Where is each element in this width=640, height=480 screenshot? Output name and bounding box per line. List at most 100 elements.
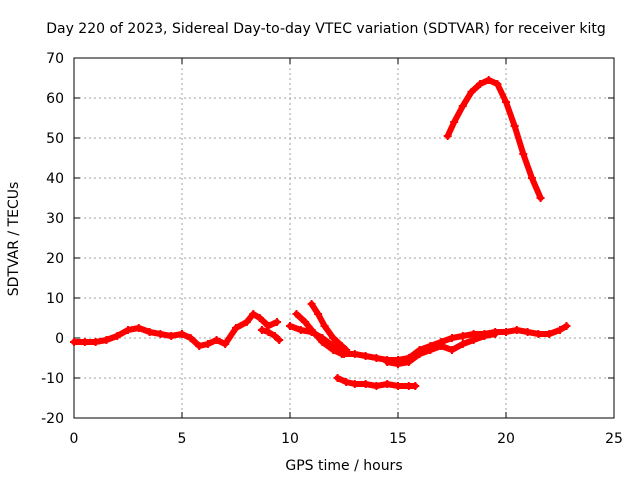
data-point [469, 336, 478, 344]
x-tick-label: 20 [497, 431, 515, 447]
data-point [372, 382, 381, 390]
data-point [270, 332, 279, 340]
data-point [502, 98, 510, 106]
data-point [443, 132, 452, 140]
data-point [437, 342, 446, 350]
data-point [493, 80, 502, 88]
y-tick-label: 20 [46, 251, 64, 267]
data-point [536, 194, 545, 202]
data-point [342, 346, 351, 354]
data-point [102, 336, 111, 344]
data-point [448, 334, 456, 342]
data-point [534, 330, 543, 338]
data-point [145, 328, 154, 336]
data-point [264, 328, 273, 336]
x-tick-label: 25 [605, 431, 623, 447]
data-point [350, 380, 359, 388]
data-points [70, 76, 571, 390]
y-tick-label: 70 [46, 51, 64, 67]
data-point [70, 338, 78, 346]
data-point [337, 342, 346, 350]
data-point [458, 340, 467, 348]
x-tick-label: 5 [178, 431, 187, 447]
data-point [275, 336, 284, 344]
y-tick-label: -10 [41, 371, 64, 387]
data-point [232, 324, 240, 332]
data-point [296, 326, 305, 334]
y-tick-label: 0 [55, 331, 64, 347]
data-point [286, 322, 294, 330]
data-point [467, 88, 476, 96]
data-point [273, 318, 282, 326]
data-point [314, 310, 323, 318]
data-point [404, 358, 413, 366]
series-track-h-trace [444, 77, 544, 201]
data-point [221, 340, 230, 348]
data-point [203, 340, 212, 348]
data-point [510, 122, 519, 130]
data-point [255, 314, 264, 322]
data-point [383, 358, 392, 366]
data-point [411, 382, 420, 390]
y-tick-label: -20 [41, 411, 64, 427]
data-point [91, 338, 100, 346]
data-point [512, 326, 521, 334]
y-tick-label: 10 [46, 291, 64, 307]
data-point [476, 80, 485, 88]
data-point [372, 354, 381, 362]
series-track-a-trace [71, 311, 280, 349]
y-tick-label: 30 [46, 211, 64, 227]
data-point [337, 350, 346, 358]
data-point [134, 324, 143, 332]
data-point [329, 346, 338, 354]
y-axis-label: SDTVAR / TECUs [6, 182, 22, 297]
data-point [458, 332, 467, 340]
data-point [523, 328, 532, 336]
y-tick-label: 50 [46, 131, 64, 147]
data-point [450, 118, 459, 126]
data-point [195, 342, 204, 350]
data-point [113, 332, 122, 340]
data-point [394, 360, 402, 368]
data-point [545, 330, 554, 338]
data-point [448, 346, 456, 354]
data-point [257, 326, 266, 334]
data-point [318, 338, 327, 346]
data-point [350, 350, 359, 358]
data-point [178, 330, 186, 338]
x-tick-label: 15 [389, 431, 407, 447]
data-point [167, 332, 176, 340]
data-point [320, 322, 329, 330]
x-axis-label: GPS time / hours [285, 458, 402, 474]
axis-ticks: 0 5 10 15 20 25 -20 -10 0 10 20 30 40 50 60 70 [41, 51, 623, 447]
data-point [426, 346, 435, 354]
data-point [342, 378, 351, 386]
data-point [329, 334, 338, 342]
data-point [186, 334, 195, 342]
data-point [394, 382, 402, 390]
grid-lines [74, 58, 614, 418]
data-point [556, 326, 564, 334]
data-point [361, 352, 370, 360]
data-point [502, 328, 510, 336]
data-point [361, 380, 370, 388]
data-point [242, 318, 251, 326]
data-point [80, 338, 89, 346]
data-point [212, 336, 221, 344]
x-tick-label: 10 [281, 431, 299, 447]
data-point [480, 332, 489, 340]
data-point [124, 326, 132, 334]
data-point [458, 102, 467, 110]
y-tick-label: 40 [46, 171, 64, 187]
data-point [249, 310, 258, 318]
data-point [562, 322, 571, 330]
data-point [415, 350, 424, 358]
data-point [307, 326, 316, 334]
y-tick-label: 60 [46, 91, 64, 107]
x-tick-label: 0 [70, 431, 79, 447]
data-point [301, 318, 310, 326]
data-point [519, 150, 528, 158]
data-point [383, 380, 392, 388]
data-point [491, 330, 500, 338]
